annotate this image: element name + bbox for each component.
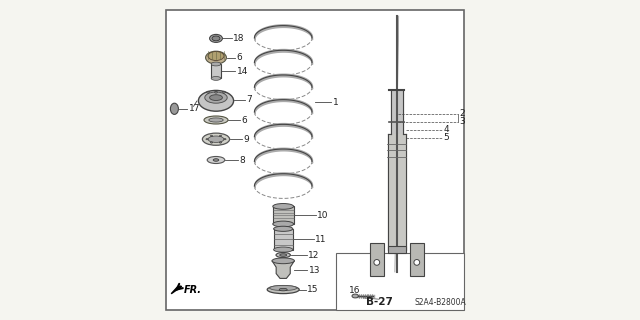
Bar [388,246,406,253]
Ellipse shape [223,91,225,93]
Ellipse shape [170,103,179,115]
Ellipse shape [279,288,287,291]
Text: 16: 16 [349,286,360,295]
Ellipse shape [414,260,420,265]
Text: 15: 15 [307,285,318,294]
Ellipse shape [198,90,234,111]
Ellipse shape [211,76,221,80]
Ellipse shape [212,36,220,41]
Text: 9: 9 [243,135,248,144]
Ellipse shape [202,133,230,145]
Bar [336,253,464,310]
Ellipse shape [210,35,223,43]
Text: 12: 12 [308,251,319,260]
Ellipse shape [220,142,221,143]
Ellipse shape [224,139,226,140]
Ellipse shape [269,285,297,291]
Ellipse shape [211,142,212,143]
Ellipse shape [210,95,223,100]
Ellipse shape [209,118,223,122]
Ellipse shape [205,51,227,64]
Text: 17: 17 [188,104,200,113]
Text: 11: 11 [315,235,326,244]
Ellipse shape [274,226,293,231]
Text: 14: 14 [237,67,248,76]
Polygon shape [172,286,182,294]
Text: 13: 13 [308,266,320,275]
Text: 2: 2 [460,109,465,118]
Text: 6: 6 [241,116,247,124]
Ellipse shape [274,247,293,252]
Ellipse shape [211,62,221,66]
Text: 18: 18 [234,34,244,43]
Ellipse shape [211,135,212,137]
Ellipse shape [374,260,380,265]
FancyBboxPatch shape [370,243,384,276]
Ellipse shape [204,116,228,124]
Ellipse shape [273,204,294,209]
Polygon shape [272,261,294,278]
FancyBboxPatch shape [211,64,221,78]
Ellipse shape [280,254,287,256]
Ellipse shape [268,286,300,294]
Text: S2A4-B2800A: S2A4-B2800A [414,298,466,307]
Text: 8: 8 [240,156,245,164]
Bar [274,229,293,250]
Ellipse shape [215,91,218,93]
Ellipse shape [205,92,227,103]
Text: 7: 7 [246,95,252,104]
Text: 1: 1 [333,98,338,107]
Ellipse shape [207,91,209,93]
Text: 6: 6 [237,53,242,62]
Ellipse shape [208,52,224,60]
Text: 5: 5 [443,133,449,142]
Text: FR.: FR. [184,284,202,295]
Ellipse shape [276,252,291,258]
Ellipse shape [213,159,219,161]
Text: 10: 10 [317,211,329,220]
Ellipse shape [220,135,221,137]
Text: 3: 3 [460,117,465,126]
Text: 4: 4 [443,125,449,134]
Ellipse shape [207,156,225,164]
Ellipse shape [273,221,294,227]
Ellipse shape [206,139,208,140]
FancyBboxPatch shape [410,243,424,276]
Ellipse shape [352,294,358,298]
Ellipse shape [208,136,224,142]
Text: B-27: B-27 [366,297,392,308]
Bar [273,206,294,224]
Ellipse shape [272,258,294,264]
